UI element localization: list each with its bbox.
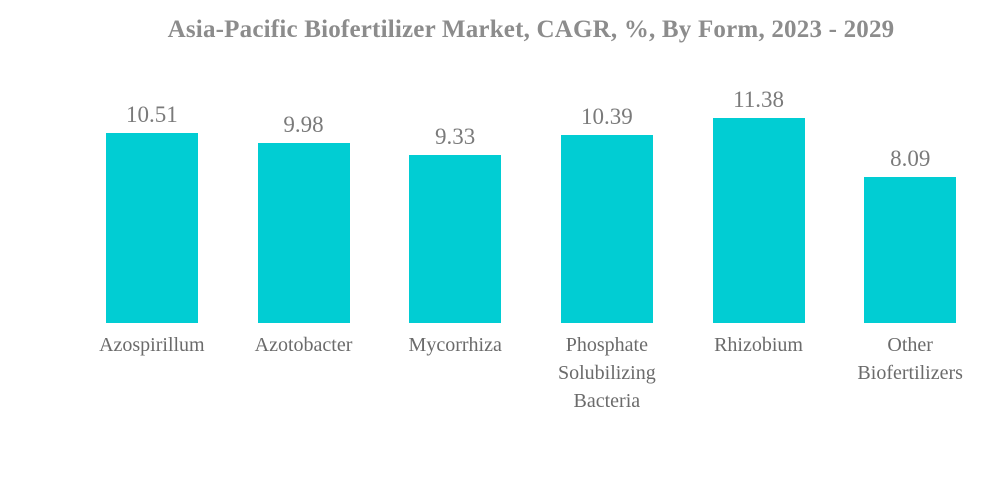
category-label: Other Biofertilizers: [857, 334, 963, 384]
chart-title: Asia-Pacific Biofertilizer Market, CAGR,…: [167, 16, 895, 43]
plot-area: 10.51 9.98 9.33 10.39 11.38 8.09: [76, 0, 986, 323]
category-label: Phosphate Solubilizing Bacteria: [557, 334, 656, 412]
bar-value-label: 9.33: [435, 124, 476, 149]
bar-column: 10.39: [531, 0, 683, 323]
bar[interactable]: [712, 118, 805, 323]
bar-column: 10.51: [76, 0, 228, 323]
category-axis: Azospirillum Azotobacter Mycorrhiza Phos…: [76, 331, 986, 415]
bar-column: 11.38: [683, 0, 835, 323]
category-label: Rhizobium: [714, 334, 803, 356]
category-label: Azospirillum: [99, 334, 205, 356]
bar-value-label: 11.38: [733, 87, 784, 112]
category-label: Mycorrhiza: [408, 334, 502, 356]
bar-column: 8.09: [834, 0, 986, 323]
bar-column: 9.98: [228, 0, 380, 323]
bar-value-label: 10.39: [580, 104, 633, 129]
bar[interactable]: [105, 133, 198, 323]
bar-value-label: 10.51: [125, 102, 178, 127]
bar-value-label: 8.09: [890, 146, 931, 171]
bar[interactable]: [257, 143, 350, 323]
bar[interactable]: [409, 155, 502, 323]
bar[interactable]: [560, 135, 653, 323]
category-label: Azotobacter: [254, 334, 353, 356]
bar[interactable]: [864, 177, 957, 323]
bar-column: 9.33: [379, 0, 531, 323]
bar-value-label: 9.98: [283, 112, 324, 137]
